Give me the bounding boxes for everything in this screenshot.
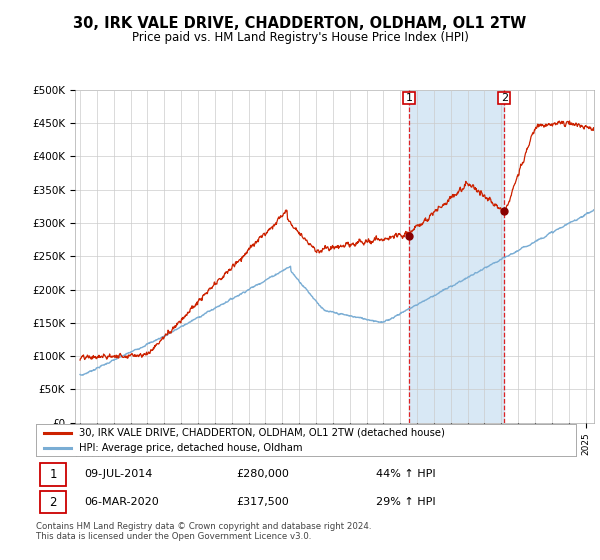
Text: £317,500: £317,500 — [236, 497, 289, 507]
Bar — [409, 90, 505, 423]
Text: 29% ↑ HPI: 29% ↑ HPI — [376, 497, 436, 507]
Text: 1: 1 — [50, 468, 57, 481]
Text: Contains HM Land Registry data © Crown copyright and database right 2024.
This d: Contains HM Land Registry data © Crown c… — [36, 522, 371, 542]
Text: 2: 2 — [50, 496, 57, 508]
Text: £280,000: £280,000 — [236, 469, 289, 479]
FancyBboxPatch shape — [403, 92, 415, 104]
Text: HPI: Average price, detached house, Oldham: HPI: Average price, detached house, Oldh… — [79, 444, 303, 453]
FancyBboxPatch shape — [40, 463, 66, 486]
Text: 06-MAR-2020: 06-MAR-2020 — [85, 497, 160, 507]
FancyBboxPatch shape — [499, 92, 510, 104]
FancyBboxPatch shape — [40, 491, 66, 514]
Text: 1: 1 — [406, 94, 412, 103]
Text: 30, IRK VALE DRIVE, CHADDERTON, OLDHAM, OL1 2TW: 30, IRK VALE DRIVE, CHADDERTON, OLDHAM, … — [73, 16, 527, 31]
Text: 09-JUL-2014: 09-JUL-2014 — [85, 469, 153, 479]
Text: 2: 2 — [501, 94, 508, 103]
Text: 44% ↑ HPI: 44% ↑ HPI — [376, 469, 436, 479]
Text: 30, IRK VALE DRIVE, CHADDERTON, OLDHAM, OL1 2TW (detached house): 30, IRK VALE DRIVE, CHADDERTON, OLDHAM, … — [79, 428, 445, 438]
Text: Price paid vs. HM Land Registry's House Price Index (HPI): Price paid vs. HM Land Registry's House … — [131, 31, 469, 44]
